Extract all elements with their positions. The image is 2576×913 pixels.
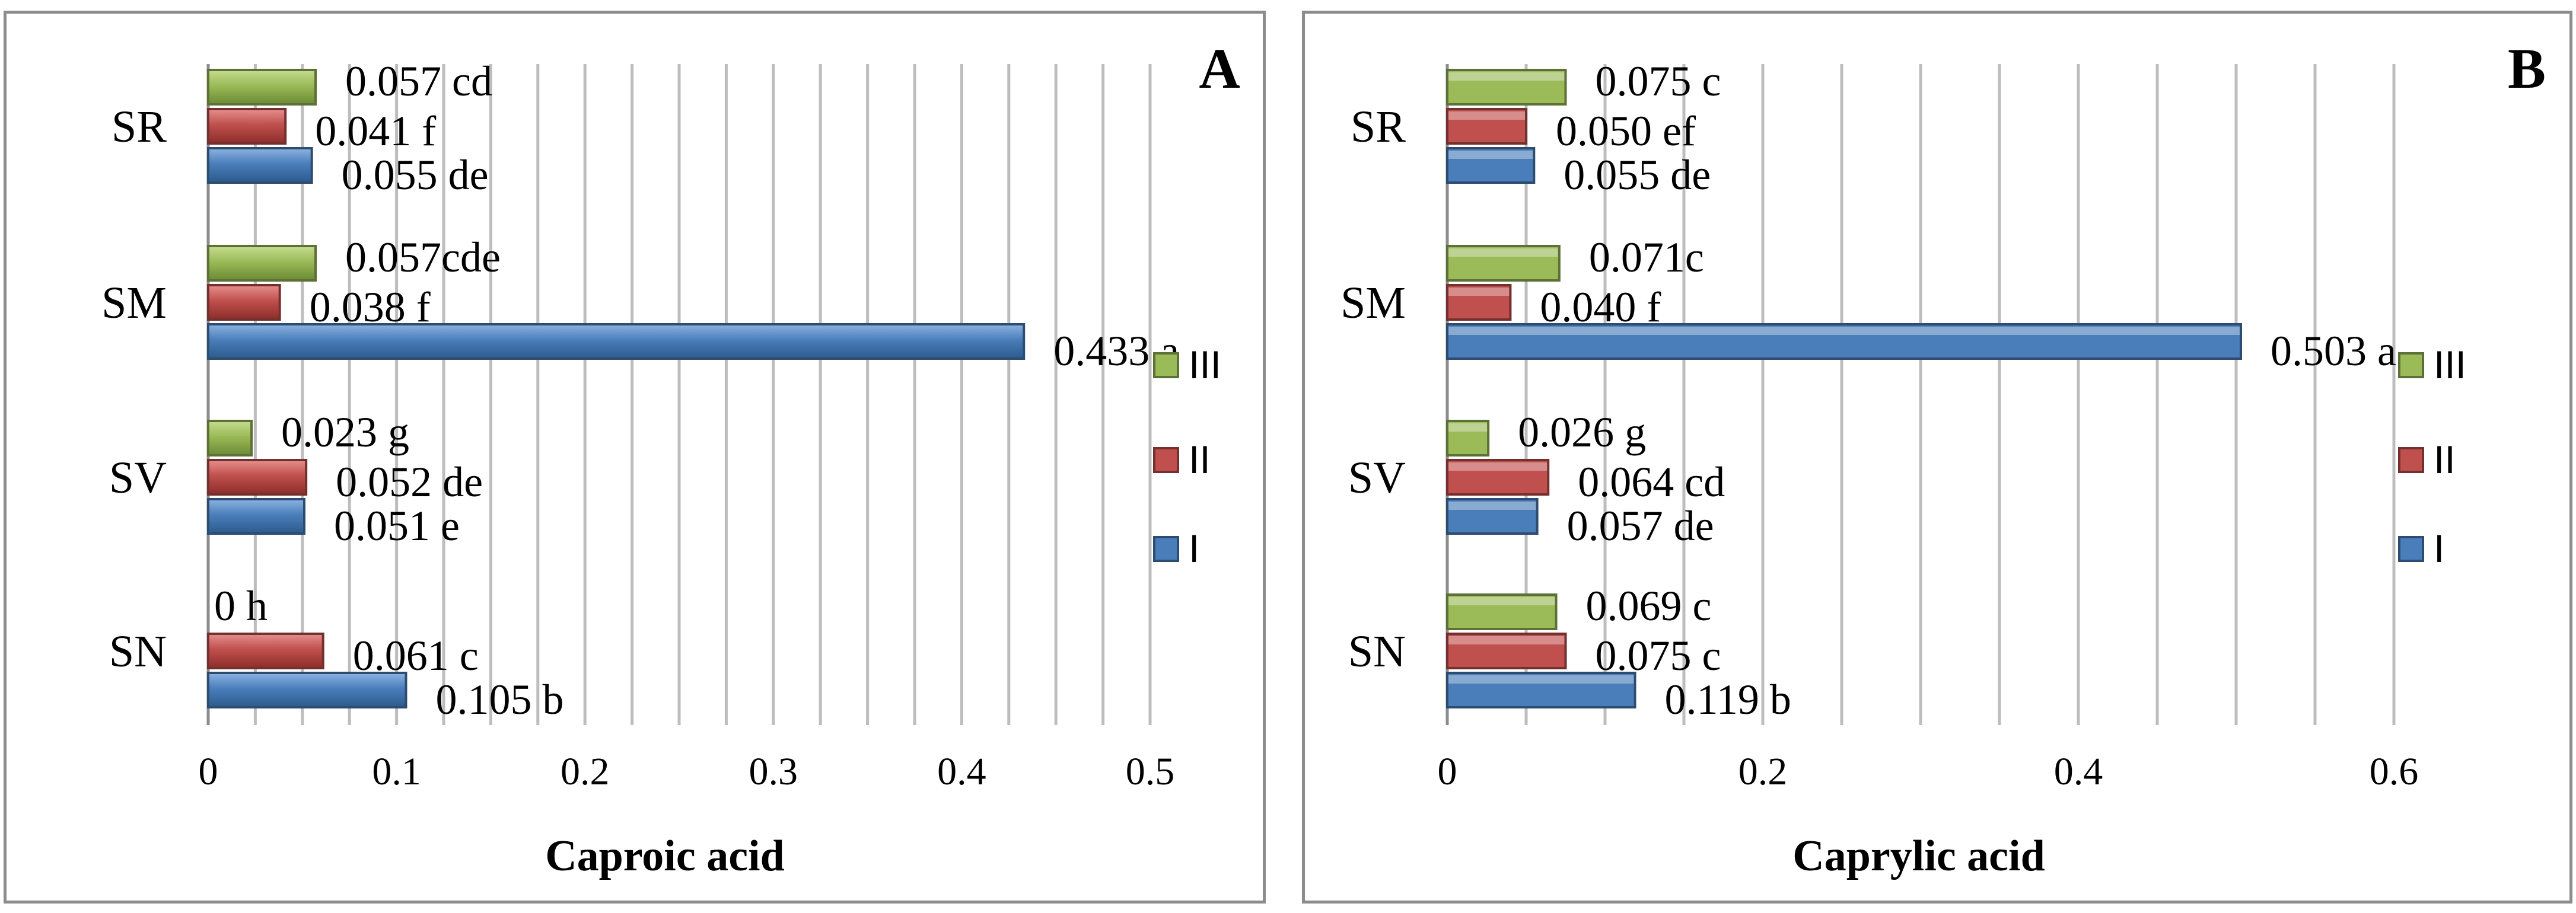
category-label-sv: SV — [109, 453, 167, 503]
bar-iii-sr — [1446, 69, 1567, 106]
legend-swatch-iii — [2398, 352, 2424, 378]
x-tick-label: 0.2 — [1738, 750, 1788, 793]
bar-ii-sm — [1446, 284, 1512, 321]
bar-ii-sn — [207, 633, 324, 669]
bar-i-sn — [1446, 672, 1636, 708]
x-tick-label: 0.3 — [749, 750, 798, 793]
data-label: 0.023 g — [281, 408, 409, 456]
category-label-sv: SV — [1348, 453, 1406, 503]
x-tick-label: 0.1 — [372, 750, 421, 793]
bar-i-sv — [1446, 498, 1539, 535]
bar-ii-sr — [207, 108, 287, 145]
x-tick-label: 0.4 — [937, 750, 986, 793]
bar-ii-sm — [207, 284, 281, 321]
data-label: 0.055 de — [342, 151, 489, 199]
bar-i-sm — [1446, 323, 2242, 360]
category-label-sr: SR — [112, 102, 167, 152]
data-label: 0.061 c — [353, 632, 479, 679]
bar-highlight — [1448, 462, 1547, 471]
bar-highlight — [1448, 636, 1565, 644]
x-tick-label: 0.6 — [2370, 750, 2419, 793]
bar-iii-sn — [1446, 593, 1558, 630]
legend-label-ii: II — [2434, 438, 2456, 481]
category-label-sm: SM — [1340, 278, 1406, 328]
bar-highlight — [1448, 151, 1533, 159]
bar-iii-sm — [207, 245, 317, 282]
bar-ii-sr — [1446, 108, 1527, 145]
bar-highlight — [1448, 423, 1488, 432]
data-label: 0.503 a — [2271, 327, 2396, 375]
bar-highlight — [1448, 675, 1634, 684]
data-label: 0.057 cd — [345, 58, 492, 105]
data-label: 0.064 cd — [1578, 458, 1725, 506]
bar-highlight — [1448, 288, 1510, 296]
caprylic-acid-chart: 0 0.2 0.4 0.6 SN SV SM SR 0.119 b 0.057 de 0.503 a… — [1340, 37, 2546, 880]
x-tick-label: 0.4 — [2054, 750, 2103, 793]
bar-highlight — [1448, 327, 2240, 335]
legend-swatch-i — [1153, 536, 1179, 562]
panel-letter: B — [2508, 37, 2546, 100]
data-label: 0.119 b — [1665, 676, 1791, 723]
legend-swatch-iii — [1153, 352, 1179, 378]
category-label-sn: SN — [1348, 627, 1406, 676]
bar-highlight — [1448, 502, 1536, 510]
chart-panel-b: 0 0.2 0.4 0.6 SN SV SM SR 0.119 b 0.057 de 0.503 a… — [1302, 11, 2572, 904]
data-label: 0.040 f — [1540, 283, 1661, 331]
legend-label-i: I — [2434, 526, 2444, 570]
bar-i-sv — [207, 498, 305, 535]
bar-i-sn — [207, 672, 407, 708]
bar-highlight — [1448, 111, 1525, 120]
x-axis-title: Caprylic acid — [1792, 832, 2045, 880]
data-label: 0 h — [214, 582, 268, 630]
bar-i-sr — [1446, 147, 1536, 184]
x-tick-label: 0 — [199, 750, 218, 793]
data-label: 0.075 c — [1596, 58, 1721, 105]
data-label: 0.026 g — [1518, 408, 1646, 456]
data-label: 0.051 e — [334, 502, 460, 550]
category-label-sn: SN — [109, 627, 167, 676]
legend-swatch-ii — [2398, 447, 2424, 473]
category-label-sm: SM — [101, 278, 167, 328]
chart-panel-a: 0 0.1 0.2 0.3 0.4 0.5 SN SV SM SR 0.105 b 0.051 e 0.… — [4, 11, 1266, 904]
data-label: 0.105 b — [435, 676, 563, 723]
bar-iii-sv — [207, 420, 253, 456]
x-tick-label: 0.5 — [1126, 750, 1175, 793]
bar-highlight — [1448, 72, 1565, 81]
bar-highlight — [1448, 597, 1555, 605]
data-label: 0.069 c — [1586, 582, 1712, 630]
legend-label-iii: III — [1189, 343, 1221, 387]
x-tick-label: 0 — [1438, 750, 1457, 793]
data-label: 0.041 f — [315, 107, 436, 155]
bar-i-sm — [207, 323, 1026, 360]
data-label: 0.052 de — [336, 458, 483, 506]
data-label: 0.075 c — [1596, 632, 1721, 679]
bar-ii-sn — [1446, 633, 1567, 669]
data-label: 0.057cde — [345, 234, 501, 281]
category-label-sr: SR — [1351, 102, 1406, 152]
data-label: 0.055 de — [1564, 151, 1711, 199]
legend-swatch-ii — [1153, 447, 1179, 473]
data-label: 0.050 ef — [1556, 107, 1696, 155]
bar-i-sr — [207, 147, 313, 184]
legend-swatch-i — [2398, 536, 2424, 562]
bar-iii-sv — [1446, 420, 1490, 456]
bar-iii-sr — [207, 69, 317, 106]
x-tick-label: 0.2 — [561, 750, 610, 793]
bar-highlight — [1448, 248, 1558, 257]
legend-label-iii: III — [2434, 343, 2466, 387]
data-label: 0.057 de — [1567, 502, 1714, 550]
panel-letter: A — [1199, 37, 1240, 100]
data-label: 0.038 f — [310, 283, 431, 331]
bar-ii-sv — [207, 459, 308, 496]
legend-label-ii: II — [1189, 438, 1211, 481]
x-axis-title: Caproic acid — [545, 832, 785, 880]
bar-ii-sv — [1446, 459, 1550, 496]
data-label: 0.071c — [1589, 234, 1704, 281]
legend-label-i: I — [1189, 526, 1199, 570]
bar-iii-sm — [1446, 245, 1561, 282]
